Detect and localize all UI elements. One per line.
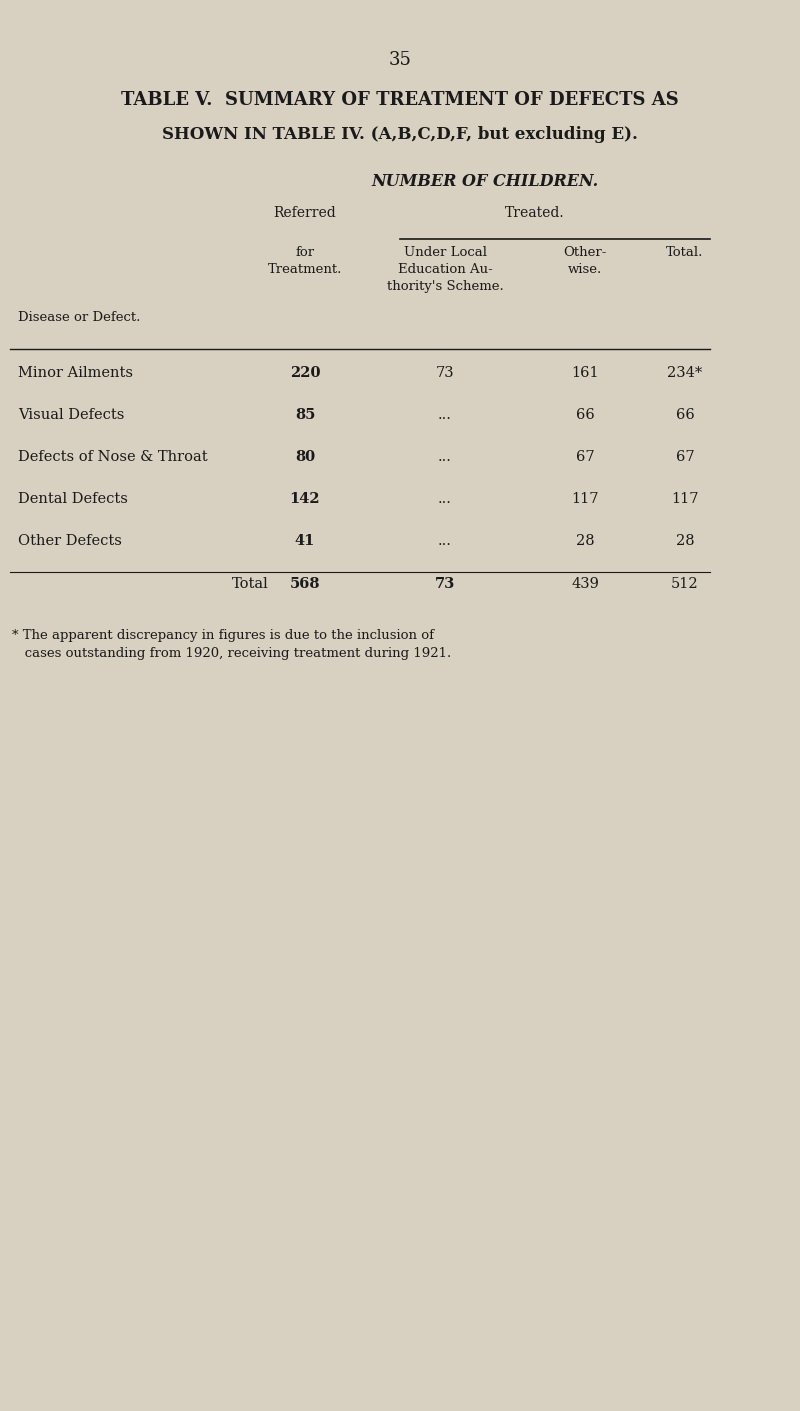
Text: 73: 73: [436, 365, 454, 380]
Text: Disease or Defect.: Disease or Defect.: [18, 310, 140, 325]
Text: ...: ...: [438, 408, 452, 422]
Text: 28: 28: [576, 533, 594, 547]
Text: 234*: 234*: [667, 365, 702, 380]
Text: 67: 67: [576, 450, 594, 464]
Text: NUMBER OF CHILDREN.: NUMBER OF CHILDREN.: [371, 174, 598, 190]
Text: Visual Defects: Visual Defects: [18, 408, 124, 422]
Text: 66: 66: [576, 408, 594, 422]
Text: 512: 512: [671, 577, 699, 591]
Text: ...: ...: [438, 450, 452, 464]
Text: for
Treatment.: for Treatment.: [268, 246, 342, 277]
Text: Dental Defects: Dental Defects: [18, 492, 128, 507]
Text: 161: 161: [571, 365, 599, 380]
Text: 67: 67: [676, 450, 694, 464]
Text: 41: 41: [295, 533, 315, 547]
Text: Total: Total: [232, 577, 268, 591]
Text: 568: 568: [290, 577, 320, 591]
Text: 35: 35: [389, 51, 411, 69]
Text: 73: 73: [435, 577, 455, 591]
Text: 80: 80: [295, 450, 315, 464]
Text: ...: ...: [438, 492, 452, 507]
Text: Referred: Referred: [274, 206, 336, 220]
Text: SHOWN IN TABLE IV. (A,B,C,D,F, but excluding E).: SHOWN IN TABLE IV. (A,B,C,D,F, but exclu…: [162, 126, 638, 143]
Text: 117: 117: [571, 492, 598, 507]
Text: Under Local
Education Au-
thority's Scheme.: Under Local Education Au- thority's Sche…: [386, 246, 503, 293]
Text: Total.: Total.: [666, 246, 704, 260]
Text: ...: ...: [438, 533, 452, 547]
Text: Minor Ailments: Minor Ailments: [18, 365, 133, 380]
Text: 85: 85: [295, 408, 315, 422]
Text: Other Defects: Other Defects: [18, 533, 122, 547]
Text: Defects of Nose & Throat: Defects of Nose & Throat: [18, 450, 208, 464]
Text: 66: 66: [676, 408, 694, 422]
Text: 142: 142: [290, 492, 320, 507]
Text: Other-
wise.: Other- wise.: [563, 246, 606, 277]
Text: 439: 439: [571, 577, 599, 591]
Text: 28: 28: [676, 533, 694, 547]
Text: 220: 220: [290, 365, 320, 380]
Text: TABLE V.  SUMMARY OF TREATMENT OF DEFECTS AS: TABLE V. SUMMARY OF TREATMENT OF DEFECTS…: [121, 90, 679, 109]
Text: * The apparent discrepancy in figures is due to the inclusion of
   cases outsta: * The apparent discrepancy in figures is…: [12, 629, 451, 660]
Text: Treated.: Treated.: [505, 206, 565, 220]
Text: 117: 117: [671, 492, 698, 507]
